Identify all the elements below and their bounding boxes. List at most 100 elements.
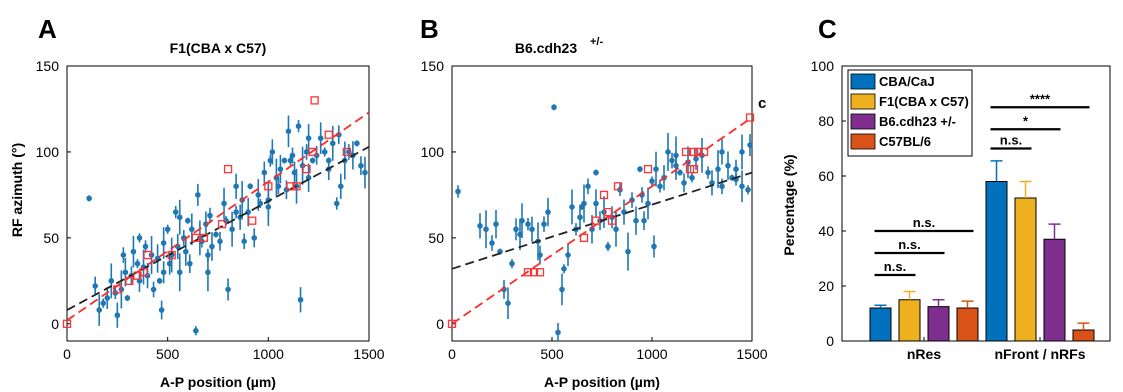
square-marker — [603, 207, 613, 217]
data-point — [569, 204, 575, 210]
square-marker — [310, 96, 319, 105]
data-point — [297, 296, 304, 303]
data-point — [489, 240, 495, 246]
panel-b-title-superscript: +/- — [590, 36, 603, 48]
data-point — [251, 235, 258, 241]
square-marker — [613, 182, 623, 191]
data-point — [86, 195, 92, 202]
data-point — [205, 269, 211, 276]
data-point — [657, 183, 663, 190]
square-marker — [217, 219, 227, 229]
data-point — [96, 307, 103, 313]
data-point — [247, 183, 254, 190]
data-point — [689, 174, 695, 181]
significance-label: n.s. — [884, 259, 906, 274]
data-point — [156, 278, 163, 284]
x-category-label: nFront / nRFs — [995, 346, 1086, 362]
data-point — [509, 260, 515, 267]
data-point — [483, 226, 489, 233]
panel-a-title: F1(CBA x C57) — [170, 40, 267, 56]
data-point — [354, 140, 360, 147]
legend-label: B6.cdh23 +/- — [879, 114, 956, 129]
data-point — [649, 178, 655, 184]
x-tick-label: 1000 — [253, 346, 284, 362]
data-point — [338, 183, 344, 190]
panel-letter-c: C — [818, 14, 837, 44]
data-point — [719, 183, 725, 190]
legend-swatch — [850, 93, 876, 110]
data-point — [265, 204, 272, 210]
bar — [985, 181, 1008, 342]
square-marker — [699, 147, 709, 157]
bar — [956, 307, 979, 342]
x-tick-label: 0 — [63, 346, 71, 362]
legend-swatch — [850, 113, 876, 130]
y-tick-label: 100 — [811, 58, 835, 74]
panel-a: A F1(CBA x C57) 0 500 1000 1500 0 50 100 150 A-… — [9, 14, 385, 390]
legend-label: F1(CBA x C57) — [879, 94, 969, 109]
square-marker — [139, 268, 148, 277]
square-marker — [292, 182, 301, 191]
data-point — [681, 180, 687, 186]
data-point — [605, 243, 611, 250]
data-point — [285, 128, 292, 135]
y-tick-label: 0 — [51, 316, 59, 332]
bar — [898, 299, 921, 342]
bar — [927, 306, 950, 342]
data-point — [176, 269, 183, 276]
data-point — [505, 300, 511, 306]
data-point — [281, 157, 288, 164]
data-point — [100, 300, 107, 306]
plot-c: 0 20 40 60 80 100 nRes nFront / nRFs n.s. n.s. n.s… — [811, 58, 1111, 362]
y-tick-label: 80 — [818, 113, 834, 129]
data-point — [269, 149, 276, 155]
square-marker — [191, 233, 201, 243]
plot-b: 0 500 1000 1500 0 50 100 150 — [421, 58, 768, 362]
square-marker — [693, 147, 703, 157]
data-point — [217, 238, 223, 245]
significance-label: **** — [1030, 91, 1051, 106]
data-point — [193, 327, 199, 334]
data-point — [585, 183, 591, 190]
data-point — [124, 295, 131, 301]
data-point — [187, 260, 193, 267]
data-point — [525, 221, 531, 227]
data-point — [455, 188, 461, 195]
data-point — [160, 240, 167, 246]
data-point — [213, 231, 219, 238]
data-point — [705, 169, 711, 176]
plot-frame — [66, 65, 370, 342]
square-marker — [167, 250, 176, 260]
x-tick-label: 500 — [540, 346, 564, 362]
data-point — [221, 200, 227, 207]
square-marker — [342, 147, 352, 157]
bar — [869, 307, 892, 342]
data-point — [745, 186, 751, 193]
square-marker — [302, 164, 311, 174]
data-point — [565, 252, 571, 258]
y-tick-label: 0 — [826, 333, 834, 349]
panel-b-title: B6.cdh23 — [515, 40, 577, 56]
data-point — [739, 149, 745, 155]
data-point — [92, 283, 98, 289]
data-point — [577, 214, 583, 221]
data-point — [517, 231, 523, 238]
data-point — [733, 166, 739, 172]
legend-label: CBA/CaJ — [879, 74, 935, 89]
x-tick-label: 1000 — [636, 346, 667, 362]
y-tick-label: 20 — [818, 278, 834, 294]
data-point — [358, 162, 364, 169]
data-point — [189, 226, 195, 233]
data-point — [104, 295, 111, 301]
bar — [1072, 329, 1095, 342]
fit-line-black — [66, 145, 370, 311]
data-point — [513, 226, 519, 233]
data-point — [625, 248, 631, 255]
data-point — [229, 226, 235, 233]
data-point — [289, 152, 296, 159]
data-point — [261, 169, 268, 176]
data-point — [541, 221, 547, 227]
data-point — [233, 209, 239, 215]
significance-label: n.s. — [913, 215, 935, 230]
